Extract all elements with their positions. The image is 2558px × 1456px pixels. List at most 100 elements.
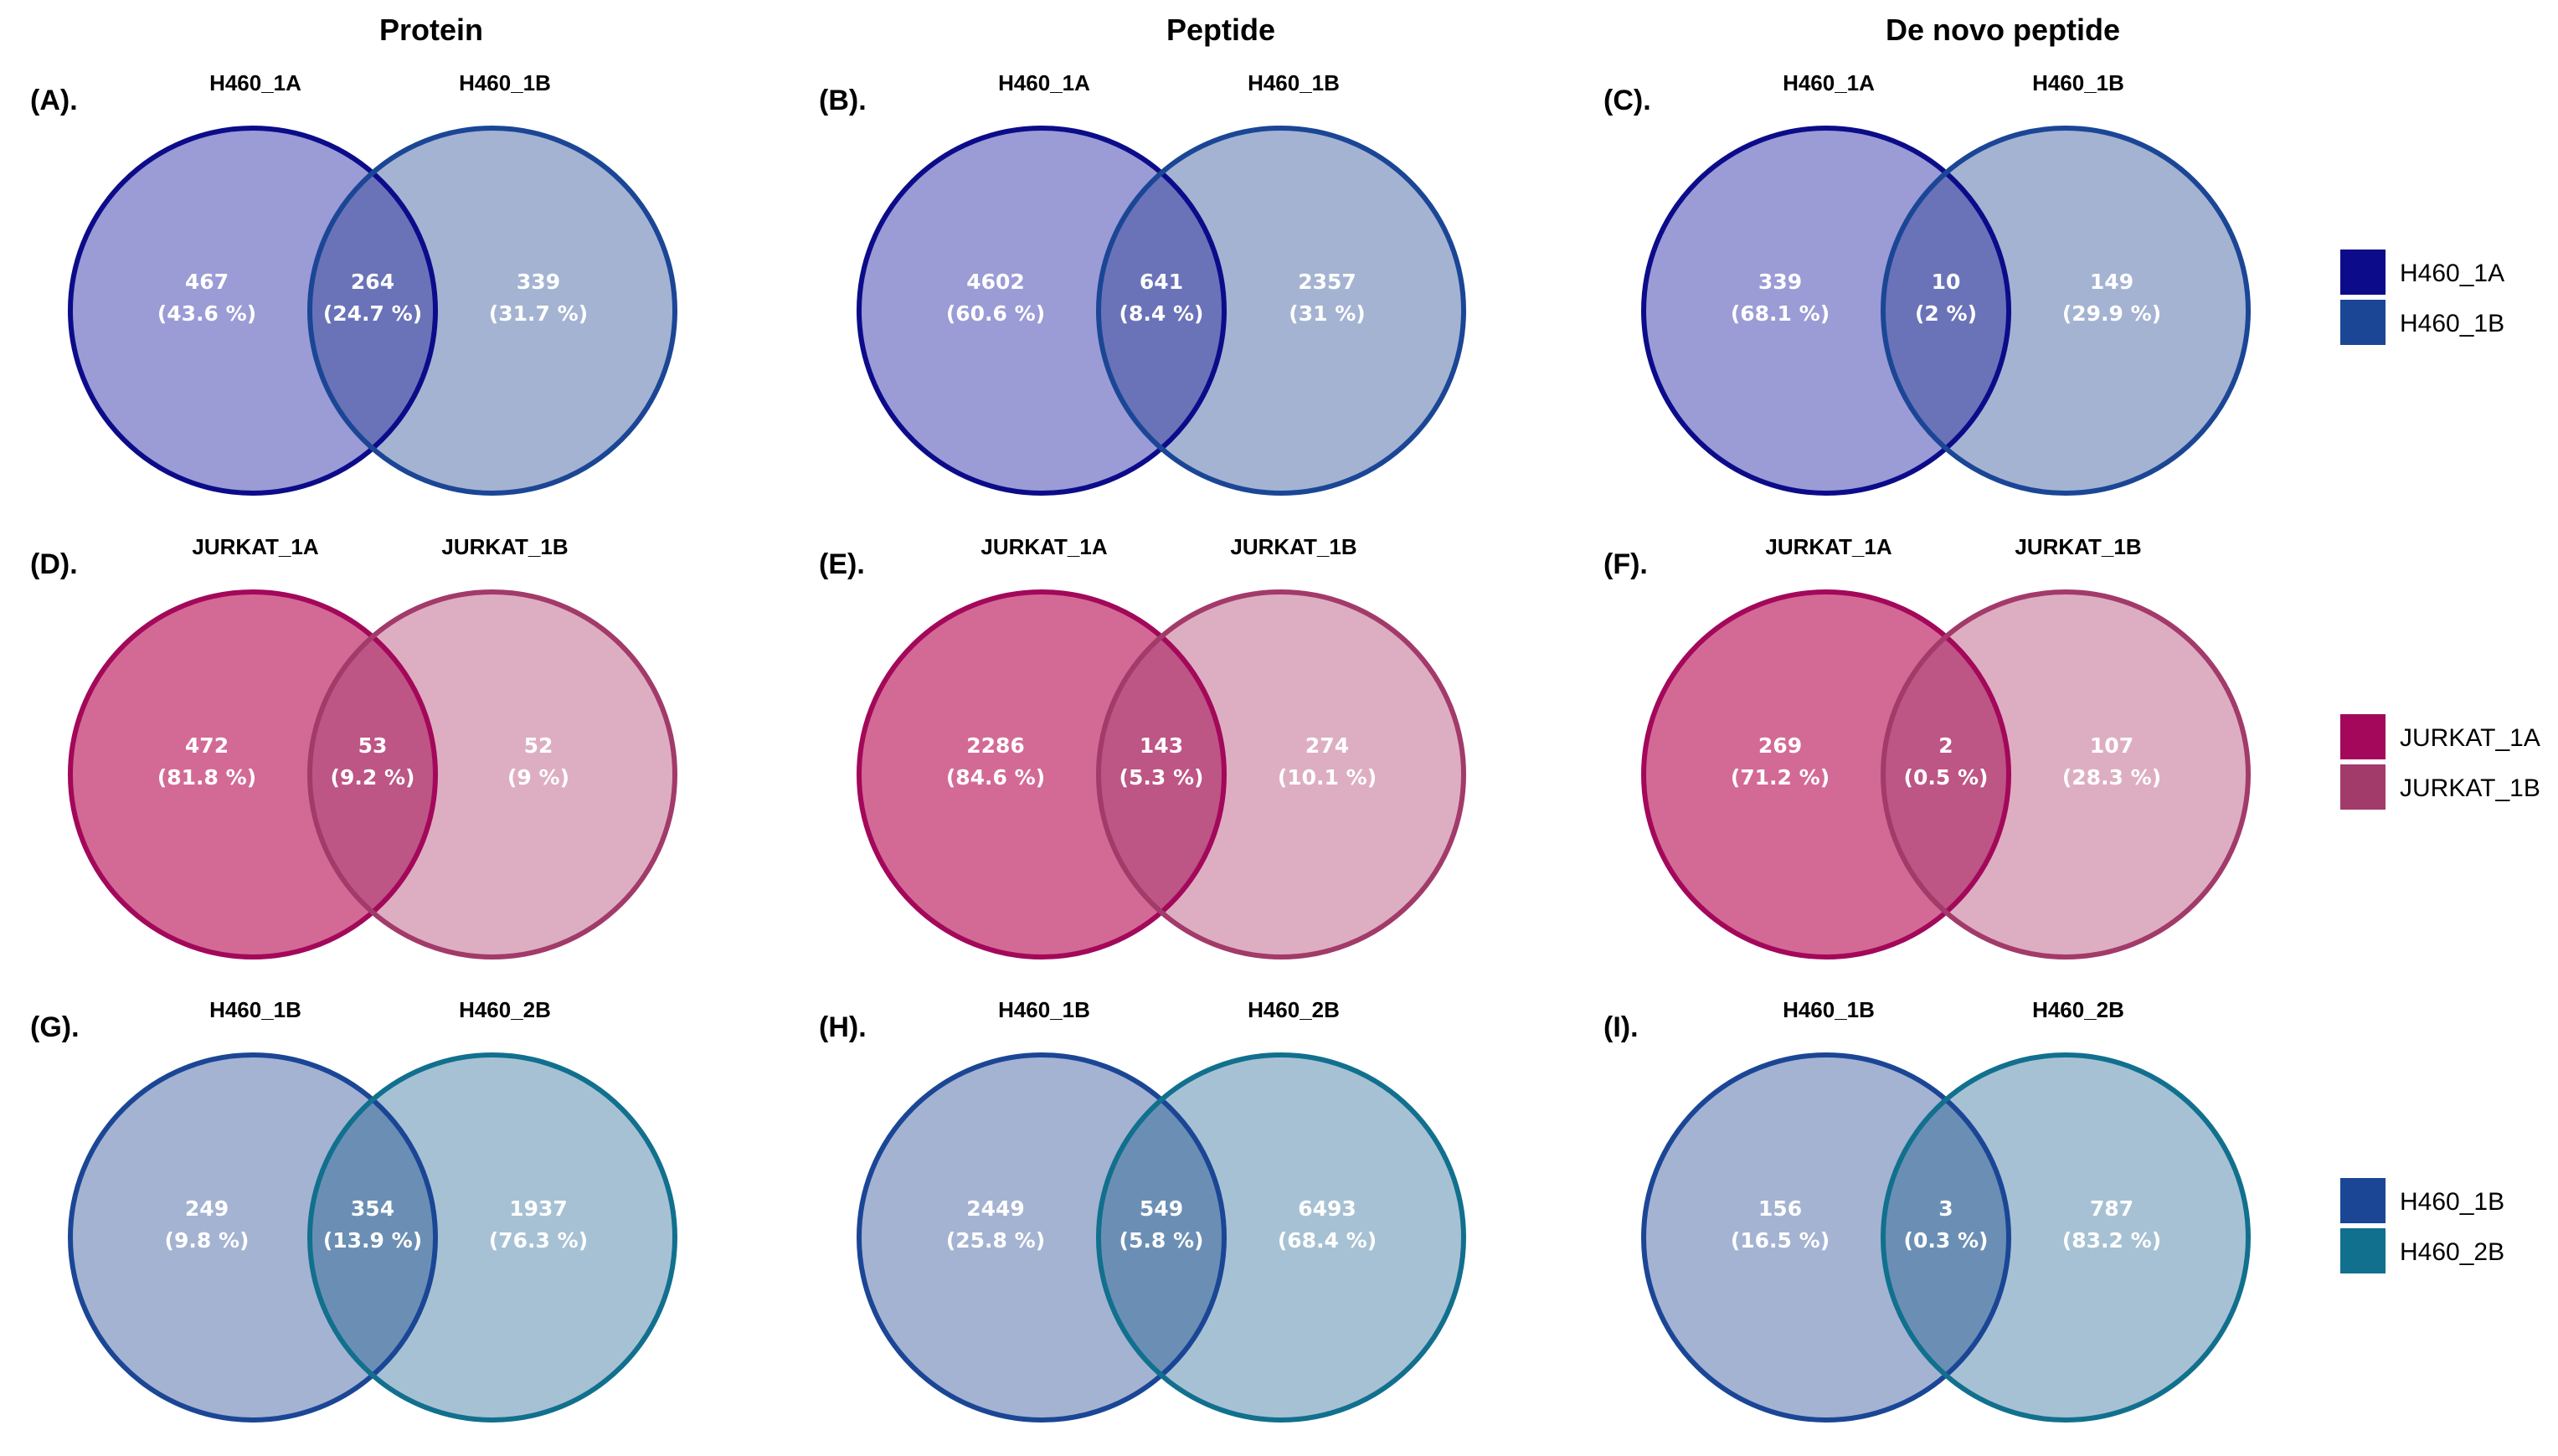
panel-label: (G).: [30, 1011, 80, 1043]
set-b-only-percent: (68.4 %): [1278, 1228, 1377, 1253]
legend-label: H460_2B: [2400, 1238, 2504, 1266]
venn-panel: (H). H460_1B H460_2B 2449 (25.8 %) 549 (5.8 %)…: [819, 997, 1466, 1423]
legend-label: H460_1B: [2400, 1188, 2504, 1216]
venn-panel: (F). JURKAT_1A JURKAT_1B 269 (71.2 %) 2 (0.5 %…: [1603, 534, 2251, 960]
venn-panel: (G). H460_1B H460_2B 249 (9.8 %) 354 (13.9 %) 1…: [30, 997, 677, 1423]
set-a-only-count: 2449: [966, 1196, 1025, 1221]
overlap-percent: (9.2 %): [331, 765, 415, 790]
overlap-region: [310, 1055, 435, 1420]
set-a-label: JURKAT_1A: [980, 534, 1107, 559]
circle-set-b-outline: [1096, 1052, 1466, 1423]
set-b-label: H460_1B: [1248, 70, 1340, 95]
set-a-only-count: 4602: [966, 270, 1025, 294]
overlap-percent: (0.5 %): [1904, 765, 1989, 790]
circle-set-a-outline: [857, 1052, 1227, 1423]
overlap-count: 3: [1938, 1196, 1953, 1221]
set-a-only-count: 2286: [966, 733, 1025, 758]
overlap-percent: (5.3 %): [1119, 765, 1204, 790]
set-a-label: JURKAT_1A: [1765, 534, 1891, 559]
set-b-only-count: 339: [517, 270, 560, 294]
legend-label: H460_1B: [2400, 310, 2504, 337]
overlap-count: 641: [1140, 270, 1183, 294]
set-a-label: H460_1A: [998, 70, 1090, 95]
set-b-only-count: 1937: [509, 1196, 568, 1221]
set-a-only-count: 156: [1758, 1196, 1802, 1221]
overlap-region: [1883, 128, 2009, 493]
overlap-count: 143: [1140, 733, 1183, 758]
circle-set-b-outline: [1881, 126, 2251, 496]
overlap-percent: (13.9 %): [323, 1228, 422, 1253]
legend-swatch: [2340, 1228, 2386, 1273]
set-a-only-count: 467: [185, 270, 229, 294]
circle-set-b-outline: [1881, 1052, 2251, 1423]
set-b-only-percent: (83.2 %): [2062, 1228, 2161, 1253]
set-b-label: JURKAT_1B: [2015, 534, 2141, 559]
set-a-only-percent: (71.2 %): [1731, 765, 1830, 790]
overlap-count: 2: [1938, 733, 1953, 758]
panel-label: (D).: [30, 548, 78, 580]
set-b-only-count: 107: [2090, 733, 2133, 758]
set-b-only-percent: (31 %): [1289, 301, 1365, 326]
set-a-label: JURKAT_1A: [192, 534, 318, 559]
venn-panel: (D). JURKAT_1A JURKAT_1B 472 (81.8 %) 53 (9.2 …: [30, 534, 677, 960]
circle-set-b-outline: [1881, 589, 2251, 960]
set-a-label: H460_1B: [209, 997, 301, 1022]
venn-panel: (B). H460_1A H460_1B 4602 (60.6 %) 641 (8.4 %)…: [819, 70, 1466, 496]
set-b-label: H460_2B: [2032, 997, 2124, 1022]
panel-label: (A).: [30, 85, 78, 116]
set-a-only-count: 249: [185, 1196, 229, 1221]
set-b-only-percent: (76.3 %): [489, 1228, 588, 1253]
legend-swatch: [2340, 764, 2386, 810]
circle-set-b-outline: [307, 1052, 677, 1423]
set-a-only-percent: (9.8 %): [165, 1228, 250, 1253]
venn-panels: (A). H460_1A H460_1B 467 (43.6 %) 264 (24.7 %)…: [30, 70, 2251, 1423]
set-b-only-count: 149: [2090, 270, 2133, 294]
circle-set-a-outline: [1641, 126, 2011, 496]
legend-swatch: [2340, 250, 2386, 295]
column-title-protein: Protein: [379, 13, 483, 47]
set-a-only-percent: (43.6 %): [157, 301, 256, 326]
set-b-only-percent: (9 %): [507, 765, 569, 790]
panel-label: (C).: [1603, 85, 1651, 116]
column-title-de-novo-peptide: De novo peptide: [1886, 13, 2120, 47]
set-b-only-percent: (29.9 %): [2062, 301, 2161, 326]
panel-label: (B).: [819, 85, 867, 116]
overlap-percent: (0.3 %): [1904, 1228, 1989, 1253]
circle-set-b-outline: [307, 589, 677, 960]
circle-set-a-outline: [1641, 589, 2011, 960]
legends: H460_1AH460_1BJURKAT_1AJURKAT_1BH460_1BH…: [2340, 250, 2540, 1273]
legend-label: H460_1A: [2400, 260, 2504, 287]
overlap-region: [1099, 128, 1224, 493]
set-b-label: H460_1B: [2032, 70, 2124, 95]
set-b-only-percent: (10.1 %): [1278, 765, 1377, 790]
set-a-only-count: 269: [1758, 733, 1802, 758]
venn-panel: (C). H460_1A H460_1B 339 (68.1 %) 10 (2 %) 149 (…: [1603, 70, 2251, 496]
legend: H460_1B H460_2B: [2340, 1178, 2504, 1273]
set-a-only-percent: (81.8 %): [157, 765, 256, 790]
legend-swatch: [2340, 1178, 2386, 1223]
overlap-region: [1099, 1055, 1224, 1420]
set-b-label: JURKAT_1B: [1230, 534, 1356, 559]
set-a-only-percent: (84.6 %): [946, 765, 1045, 790]
set-b-only-count: 274: [1305, 733, 1349, 758]
set-a-label: H460_1B: [998, 997, 1090, 1022]
overlap-count: 264: [351, 270, 394, 294]
panel-label: (I).: [1603, 1011, 1639, 1043]
set-b-label: JURKAT_1B: [441, 534, 568, 559]
venn-panel: (I). H460_1B H460_2B 156 (16.5 %) 3 (0.3 %) 787…: [1603, 997, 2251, 1423]
column-title-peptide: Peptide: [1166, 13, 1275, 47]
set-a-label: H460_1B: [1783, 997, 1875, 1022]
overlap-count: 10: [1932, 270, 1961, 294]
set-b-label: H460_2B: [459, 997, 551, 1022]
set-b-only-count: 2357: [1298, 270, 1356, 294]
circle-set-a-outline: [857, 126, 1227, 496]
legend: H460_1A H460_1B: [2340, 250, 2504, 345]
set-a-only-percent: (60.6 %): [946, 301, 1045, 326]
overlap-count: 354: [351, 1196, 394, 1221]
set-a-only-percent: (25.8 %): [946, 1228, 1045, 1253]
circle-set-a-outline: [68, 1052, 438, 1423]
circle-set-a-outline: [68, 126, 438, 496]
overlap-percent: (8.4 %): [1119, 301, 1204, 326]
set-b-only-percent: (28.3 %): [2062, 765, 2161, 790]
